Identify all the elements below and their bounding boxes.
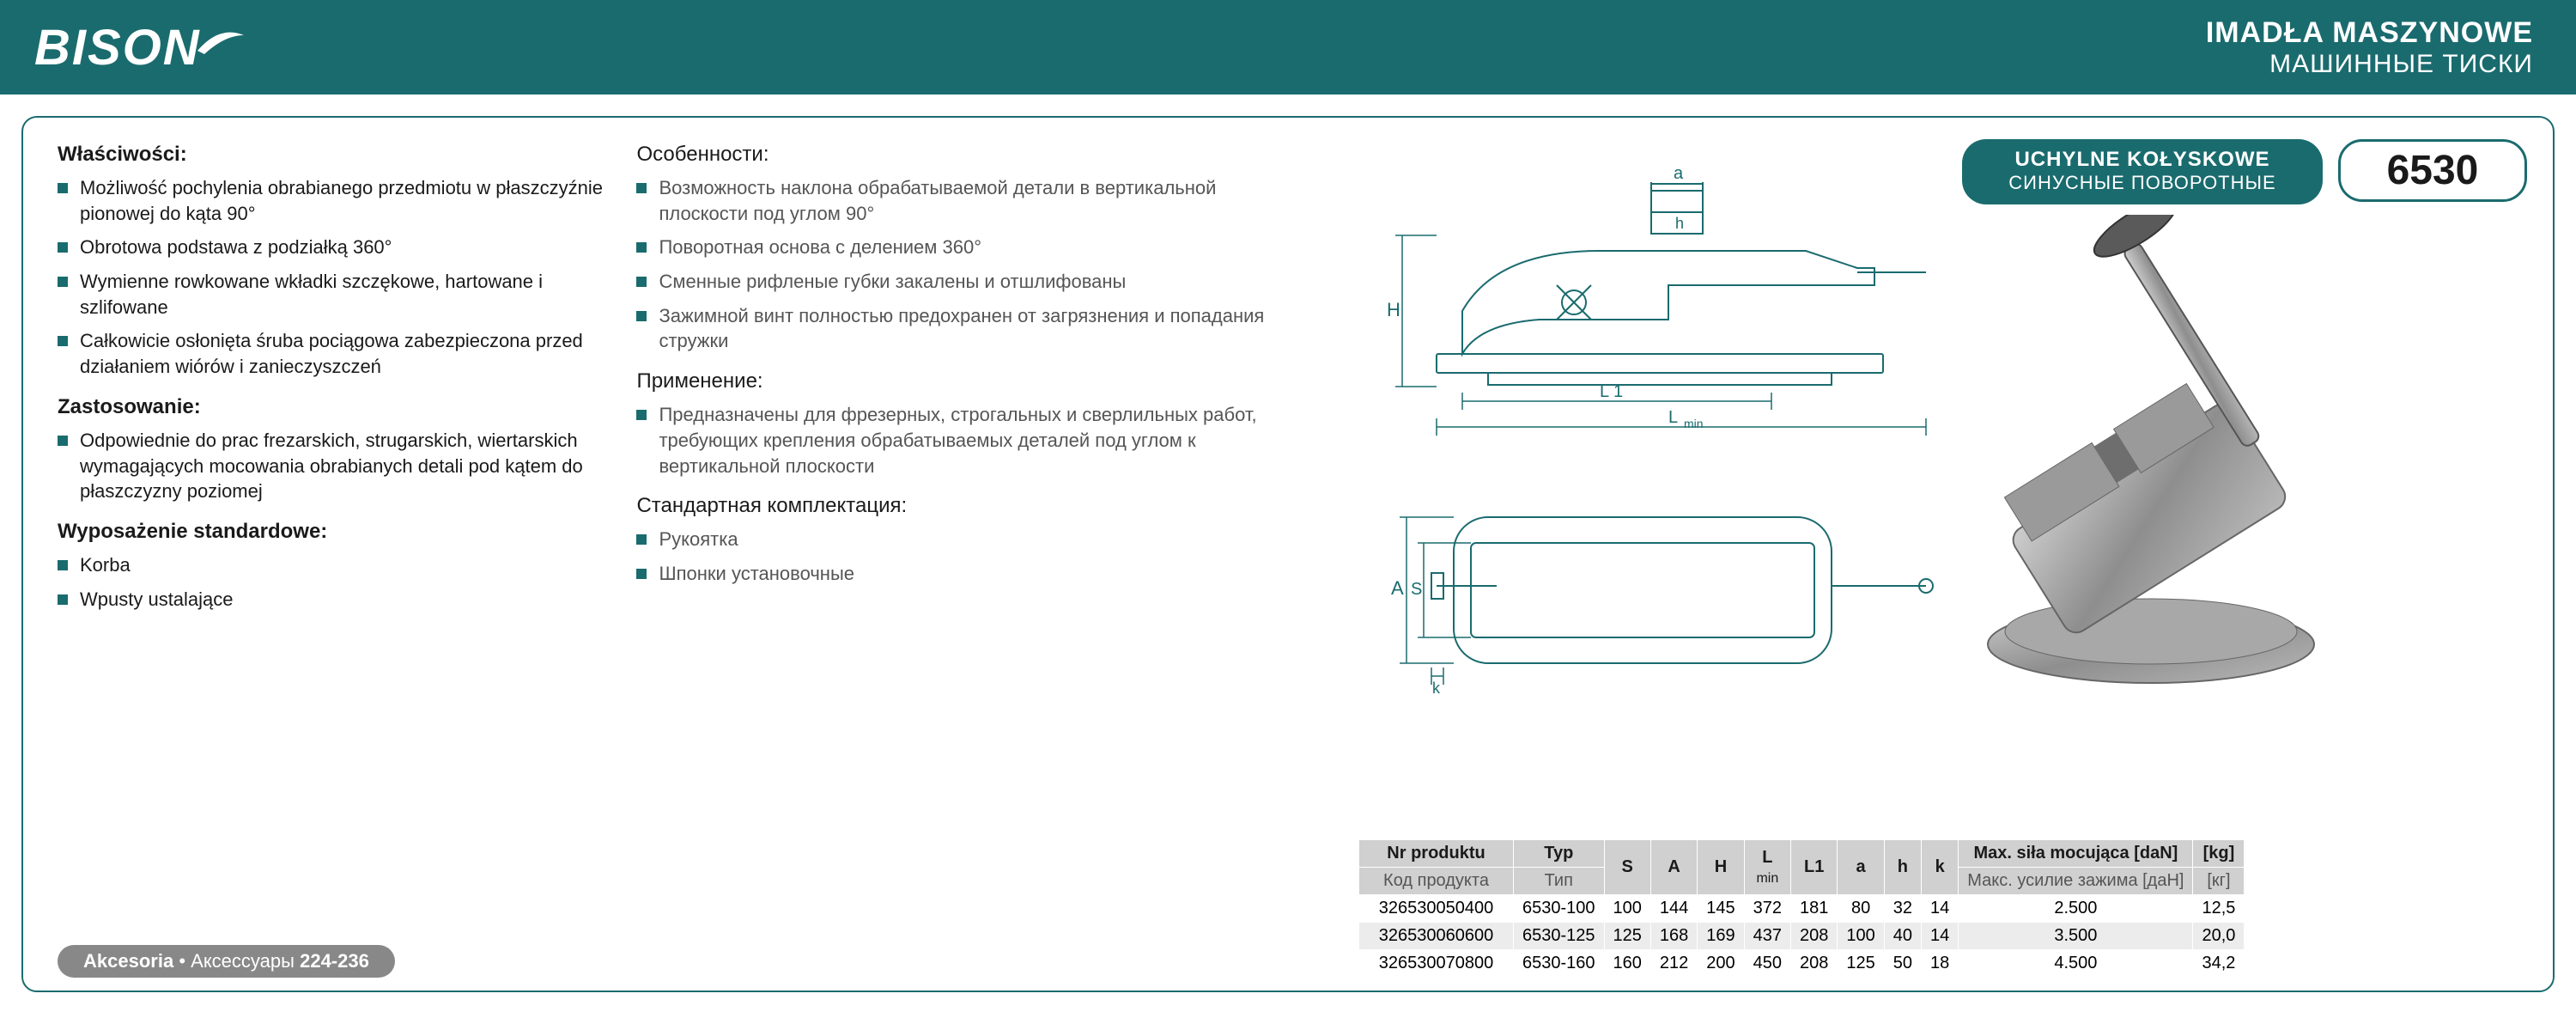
accessories-label-pl: Akcesoria xyxy=(83,950,173,972)
svg-text:A: A xyxy=(1391,577,1404,599)
feature-item: Obrotowa podstawa z podziałką 360° xyxy=(58,235,615,260)
header-title-pl: IMADŁA MASZYNOWE xyxy=(2206,16,2533,50)
diagram-svg: a h H L 1 L min xyxy=(1325,139,1960,723)
heading-equipment-pl: Wyposażenie standardowe: xyxy=(58,520,615,544)
th-kg: [kg] xyxy=(2193,840,2245,868)
th-s: S xyxy=(1604,840,1650,895)
list-features-pl: Możliwość pochylenia obrabianego przedmi… xyxy=(58,175,615,380)
column-polish: Właściwości: Możliwość pochylenia obrabi… xyxy=(58,139,636,723)
feature-item: Całkowicie osłonięta śruba pociągowa zab… xyxy=(58,328,615,379)
svg-text:a: a xyxy=(1674,164,1684,183)
specifications-table: Nr produktu Typ S A H Lmin L1 a h k Max.… xyxy=(1358,839,2245,978)
table-row: 326530070800 6530-160 160 212 200 450 20… xyxy=(1359,950,2245,978)
th-kg-ru: [кг] xyxy=(2193,868,2245,895)
svg-text:k: k xyxy=(1432,680,1441,697)
heading-application-ru: Применение: xyxy=(636,369,1307,393)
heading-equipment-ru: Стандартная комплектация: xyxy=(636,494,1307,518)
list-equipment-pl: Korba Wpusty ustalające xyxy=(58,552,615,612)
accessories-pages: 224-236 xyxy=(300,950,369,972)
equipment-item: Wpusty ustalające xyxy=(58,587,615,613)
th-lmin: Lmin xyxy=(1744,840,1790,895)
table-header-row-pl: Nr produktu Typ S A H Lmin L1 a h k Max.… xyxy=(1359,840,2245,868)
feature-item: Wymienne rowkowane wkładki szczękowe, ha… xyxy=(58,269,615,320)
accessories-badge: Akcesoria • Аксессуары 224-236 xyxy=(58,945,395,978)
logo-swoosh-icon xyxy=(196,16,247,59)
svg-text:h: h xyxy=(1675,215,1684,232)
th-h: H xyxy=(1698,840,1744,895)
heading-features-ru: Особенности: xyxy=(636,143,1307,167)
svg-text:min: min xyxy=(1684,417,1704,430)
category-badge: UCHYLNE KOŁYSKOWE СИНУСНЫЕ ПОВОРОТНЫЕ xyxy=(1962,139,2323,204)
list-application-ru: Предназначены для фрезерных, строгальных… xyxy=(636,402,1307,479)
application-item: Предназначены для фрезерных, строгальных… xyxy=(636,402,1307,479)
list-equipment-ru: Рукоятка Шпонки установочные xyxy=(636,527,1307,586)
th-nr-ru: Код продукта xyxy=(1359,868,1514,895)
th-k: k xyxy=(1922,840,1959,895)
header-titles: IMADŁA MASZYNOWE МАШИННЫЕ ТИСКИ xyxy=(2206,16,2533,79)
th-force: Max. siła mocująca [daN] xyxy=(1959,840,2193,868)
table-row: 326530060600 6530-125 125 168 169 437 20… xyxy=(1359,923,2245,950)
accessories-label-ru: Аксессуары xyxy=(191,950,295,972)
list-features-ru: Возможность наклона обрабатываемой детал… xyxy=(636,175,1307,354)
equipment-item: Korba xyxy=(58,552,615,578)
table-row: 326530050400 6530-100 100 144 145 372 18… xyxy=(1359,895,2245,923)
header-title-ru: МАШИННЫЕ ТИСКИ xyxy=(2206,50,2533,79)
th-a: A xyxy=(1650,840,1697,895)
logo: BISON xyxy=(34,19,247,76)
category-line2: СИНУСНЫЕ ПОВОРОТНЫЕ xyxy=(1998,172,2287,194)
product-photo xyxy=(1962,215,2443,713)
list-application-pl: Odpowiednie do prac frezarskich, strugar… xyxy=(58,428,615,504)
page-header: BISON IMADŁA MASZYNOWE МАШИННЫЕ ТИСКИ xyxy=(0,0,2576,94)
table-body: 326530050400 6530-100 100 144 145 372 18… xyxy=(1359,895,2245,978)
th-hl: h xyxy=(1884,840,1921,895)
th-nr: Nr produktu xyxy=(1359,840,1514,868)
column-russian: Особенности: Возможность наклона обрабат… xyxy=(636,139,1324,723)
th-l1: L1 xyxy=(1791,840,1838,895)
svg-text:L: L xyxy=(1668,408,1678,427)
logo-text: BISON xyxy=(34,19,201,76)
feature-item: Możliwość pochylenia obrabianego przedmi… xyxy=(58,175,615,226)
svg-text:H: H xyxy=(1387,299,1400,320)
heading-features-pl: Właściwości: xyxy=(58,143,615,167)
technical-diagram: a h H L 1 L min xyxy=(1325,139,1962,723)
th-typ-ru: Тип xyxy=(1514,868,1605,895)
th-typ: Typ xyxy=(1514,840,1605,868)
equipment-item: Шпонки установочные xyxy=(636,561,1307,587)
column-product: UCHYLNE KOŁYSKOWE СИНУСНЫЕ ПОВОРОТНЫЕ 65… xyxy=(1962,139,2527,723)
svg-text:L 1: L 1 xyxy=(1600,382,1623,401)
product-number-badge: 6530 xyxy=(2338,139,2527,202)
feature-item: Сменные рифленые губки закалены и отшлиф… xyxy=(636,269,1307,295)
feature-item: Возможность наклона обрабатываемой детал… xyxy=(636,175,1307,226)
heading-application-pl: Zastosowanie: xyxy=(58,395,615,419)
feature-item: Зажимной винт полностью предохранен от з… xyxy=(636,303,1307,354)
th-al: a xyxy=(1838,840,1884,895)
page-body: Właściwości: Możliwość pochylenia obrabi… xyxy=(21,116,2555,992)
feature-item: Поворотная основа с делением 360° xyxy=(636,235,1307,260)
application-item: Odpowiednie do prac frezarskich, strugar… xyxy=(58,428,615,504)
svg-text:S: S xyxy=(1411,580,1422,599)
th-force-ru: Макс. усилие зажима [даН] xyxy=(1959,868,2193,895)
category-line1: UCHYLNE KOŁYSKOWE xyxy=(1998,148,2287,172)
equipment-item: Рукоятка xyxy=(636,527,1307,552)
